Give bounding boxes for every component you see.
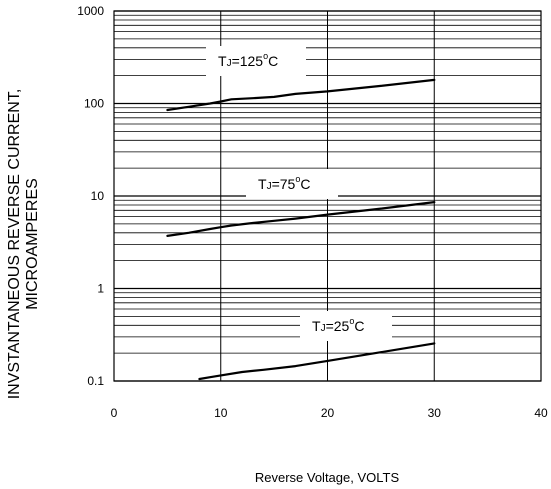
y-axis-title-line-2: MICROAMPERES (24, 178, 41, 310)
y-tick-label: 10 (91, 189, 105, 203)
x-tick-label: 30 (428, 406, 442, 420)
series-lines (166, 78, 436, 381)
curve-label: TJ=125oC (218, 51, 278, 69)
x-tick-label: 10 (214, 406, 228, 420)
x-tick-label: 40 (534, 406, 548, 420)
y-tick-label: 1 (97, 282, 104, 296)
y-tick-label: 0.1 (87, 374, 104, 388)
x-tick-labels: 0 10 20 30 40 (111, 406, 548, 420)
curve-label-box (246, 169, 338, 199)
curve-label-box (300, 311, 392, 341)
y-tick-label: 1000 (77, 4, 104, 18)
y-tick-labels: 0.1 1 10 100 1000 (77, 4, 104, 388)
series-line (166, 78, 436, 112)
curve-labels: TJ=125oC TJ=75oC TJ=25oC (218, 51, 364, 334)
curve-label: TJ=75oC (258, 174, 310, 192)
plot-frame (113, 10, 542, 382)
series-line (166, 201, 436, 237)
y-tick-label: 100 (84, 97, 104, 111)
curve-label-box (206, 46, 306, 76)
x-tick-label: 0 (111, 406, 118, 420)
x-tick-label: 20 (321, 406, 335, 420)
curve-label-boxes (206, 46, 392, 341)
y-axis-title-line-1: INVSTANTANEOUS REVERSE CURRENT, (6, 89, 23, 400)
series-line (198, 342, 436, 381)
x-axis-title: Reverse Voltage, VOLTS (255, 470, 400, 485)
curve-label: TJ=25oC (312, 316, 364, 334)
